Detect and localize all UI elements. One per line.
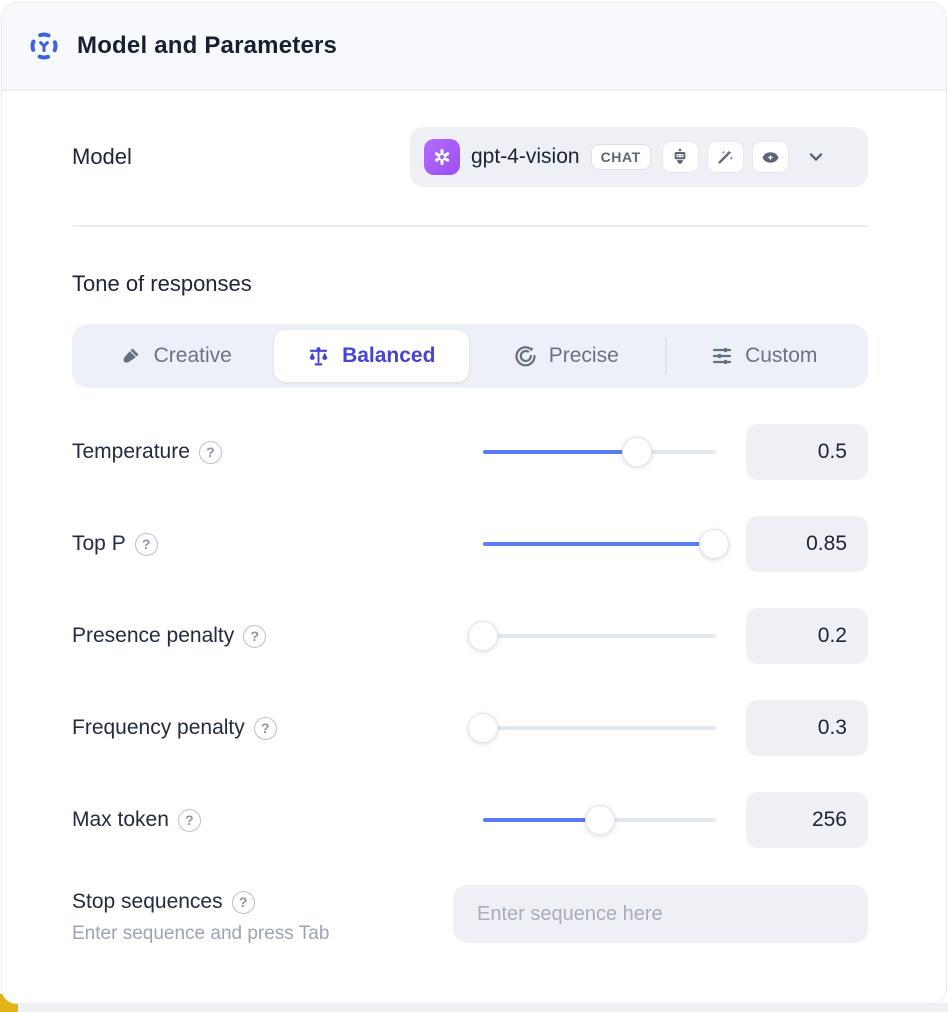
stop-sequences-label: Stop sequences [72, 890, 223, 913]
model-select-dropdown[interactable]: gpt-4-vision CHAT [410, 127, 868, 187]
section-divider [72, 225, 868, 227]
max-token-slider[interactable] [483, 805, 716, 835]
model-params-icon [28, 30, 60, 62]
panel-title: Model and Parameters [77, 32, 338, 59]
model-label: Model [72, 144, 132, 169]
slider-thumb[interactable] [621, 437, 652, 467]
frequency-penalty-slider[interactable] [468, 713, 716, 743]
page-background-strip [0, 1003, 948, 1012]
help-icon[interactable]: ? [243, 624, 267, 648]
param-row-frequency-penalty: Frequency penalty ? 0.3 [72, 700, 868, 756]
frequency-penalty-value[interactable]: 0.3 [746, 700, 868, 756]
temperature-slider[interactable] [483, 437, 716, 467]
top-p-value[interactable]: 0.85 [746, 516, 868, 572]
tone-heading: Tone of responses [72, 271, 252, 296]
openai-logo-icon [424, 139, 460, 175]
slider-thumb[interactable] [584, 805, 615, 835]
presence-penalty-slider[interactable] [468, 621, 716, 651]
tone-option-label: Creative [153, 344, 232, 367]
param-label: Top P [72, 532, 126, 555]
stop-sequence-input[interactable] [453, 885, 868, 943]
temperature-value[interactable]: 0.5 [746, 424, 868, 480]
help-icon[interactable]: ? [134, 532, 158, 556]
robot-icon [661, 141, 699, 173]
vision-eye-icon [751, 141, 789, 173]
slider-thumb[interactable] [698, 529, 729, 559]
stop-sequences-hint: Enter sequence and press Tab [72, 923, 330, 944]
param-row-max-token: Max token ? 256 [72, 792, 868, 848]
tone-option-label: Custom [745, 344, 818, 367]
slider-thumb[interactable] [468, 621, 498, 651]
tone-option-balanced[interactable]: Balanced [273, 330, 469, 382]
presence-penalty-value[interactable]: 0.2 [746, 608, 868, 664]
brush-icon [120, 345, 142, 367]
param-label: Presence penalty [72, 624, 235, 647]
param-label: Max token [72, 808, 169, 831]
segment-divider [664, 338, 667, 374]
param-row-temperature: Temperature ? 0.5 [72, 424, 868, 480]
model-type-badge: CHAT [590, 144, 651, 170]
param-label: Frequency penalty [72, 716, 245, 739]
magic-wand-icon [706, 141, 744, 173]
slider-thumb[interactable] [468, 713, 498, 743]
param-row-top-p: Top P ? 0.85 [72, 516, 868, 572]
tone-option-label: Balanced [342, 344, 436, 367]
stop-sequences-row: Stop sequences ? Enter sequence and pres… [72, 885, 868, 945]
help-icon[interactable]: ? [253, 716, 277, 740]
tone-option-label: Precise [548, 344, 619, 367]
chevron-down-icon [806, 147, 826, 167]
model-row: Model [72, 127, 868, 187]
param-label: Temperature [72, 440, 190, 463]
target-arrow-icon [515, 345, 537, 367]
panel-body: Model [2, 127, 946, 945]
top-p-slider[interactable] [483, 529, 729, 559]
help-icon[interactable]: ? [198, 440, 222, 464]
sliders-icon [711, 345, 733, 367]
help-icon[interactable]: ? [231, 890, 255, 914]
max-token-value[interactable]: 256 [746, 792, 868, 848]
balance-scale-icon [307, 345, 330, 368]
selected-model-name: gpt-4-vision [471, 145, 580, 168]
help-icon[interactable]: ? [177, 808, 201, 832]
param-row-presence-penalty: Presence penalty ? 0.2 [72, 608, 868, 664]
tone-segmented-control: Creative Balanced [72, 324, 868, 388]
tone-option-creative[interactable]: Creative [78, 330, 274, 382]
tone-option-custom[interactable]: Custom [667, 330, 863, 382]
panel-header: Model and Parameters [2, 3, 946, 91]
tone-option-precise[interactable]: Precise [469, 330, 665, 382]
